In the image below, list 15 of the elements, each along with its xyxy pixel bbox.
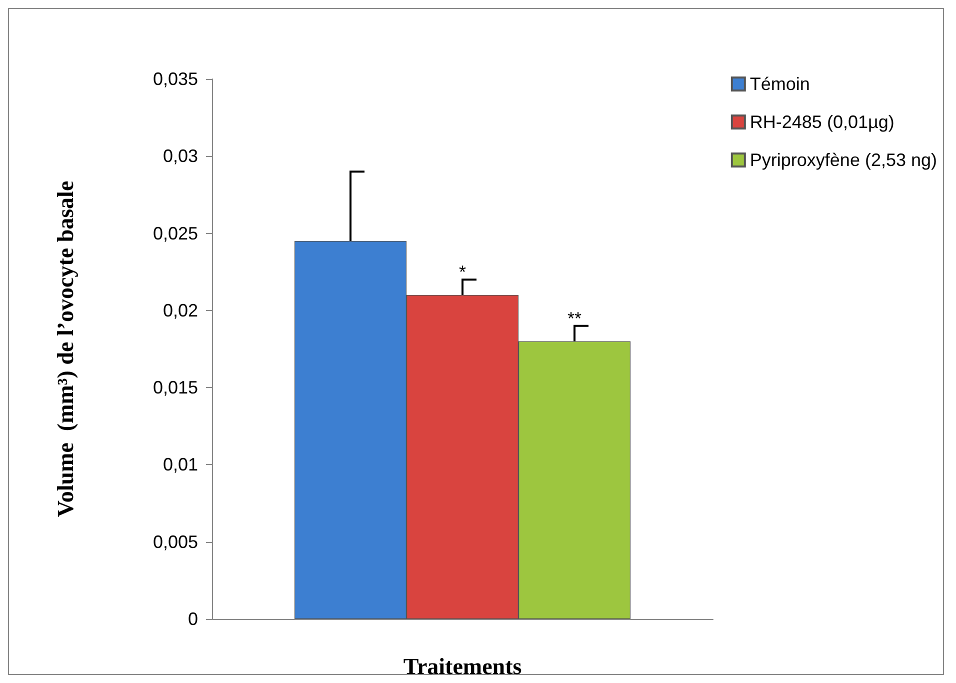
y-tick-label: 0,035	[152, 69, 198, 89]
legend-label: Pyriproxyfène (2,53 ng)	[750, 150, 937, 170]
data-label: *	[458, 262, 466, 282]
y-tick-label: 0,01	[162, 454, 198, 475]
x-axis-title: Traitements	[403, 654, 522, 679]
y-tick-label: 0,03	[162, 146, 198, 166]
y-tick-label: 0,02	[162, 300, 198, 320]
y-tick-label: 0,025	[152, 223, 198, 244]
y-axis-title: Volume (mm³) de l’ovocyte basale	[53, 180, 78, 518]
data-label: **	[567, 308, 582, 328]
y-tick-label: 0,015	[152, 378, 198, 398]
legend-label: Témoin	[750, 74, 810, 94]
y-tick-label: 0,005	[152, 532, 198, 552]
legend-label: RH-2485 (0,01µg)	[750, 112, 894, 132]
y-tick-label: 0	[188, 609, 198, 629]
